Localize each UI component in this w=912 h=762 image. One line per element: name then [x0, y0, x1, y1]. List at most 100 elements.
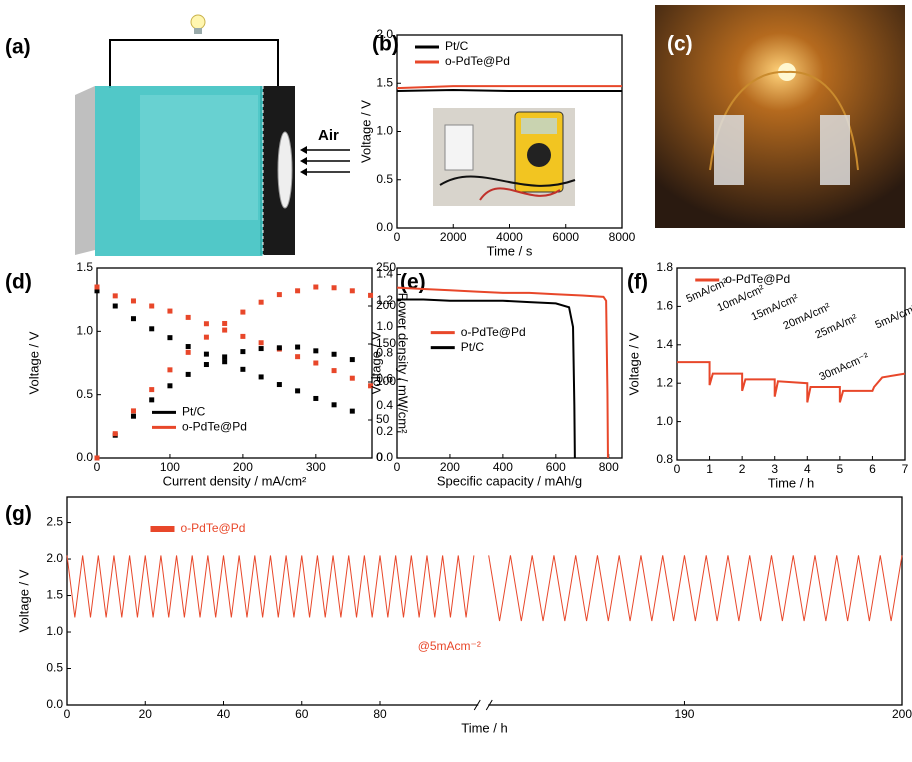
y-tick-label: 1.5 [376, 75, 393, 89]
legend-label: Pt/C [461, 340, 485, 354]
air-label: Air [318, 127, 339, 144]
data-line [397, 288, 608, 458]
x-tick-label: 7 [902, 462, 909, 476]
y-axis-label: Voltage / V [368, 331, 383, 394]
y-tick-label: 1.6 [656, 299, 673, 313]
x-tick-label: 0 [64, 707, 71, 721]
x-tick-label: 5 [837, 462, 844, 476]
legend-label: o-PdTe@Pd [461, 325, 526, 339]
y-axis-label: Voltage / V [16, 569, 31, 632]
y-tick-label: 1.2 [656, 375, 673, 389]
x-axis-label: Current density / mA/cm² [163, 473, 307, 488]
figure: (a) Air (c) (b)020004000600080000.00.51.… [0, 0, 912, 762]
marker [350, 288, 355, 293]
x-tick-label: 300 [306, 460, 326, 474]
y-tick-label: 2.5 [46, 515, 63, 529]
marker [240, 349, 245, 354]
data-line [397, 299, 575, 458]
y-axis-label: Voltage / V [626, 332, 641, 395]
marker [332, 285, 337, 290]
y-tick-label: 0.2 [376, 424, 393, 438]
marker [350, 357, 355, 362]
marker [240, 310, 245, 315]
x-tick-label: 1 [706, 462, 713, 476]
y-tick-label: 0.5 [76, 387, 93, 401]
y-tick-label: 1.2 [376, 293, 393, 307]
marker [113, 293, 118, 298]
marker [368, 293, 373, 298]
y-tick-label: 0.5 [46, 661, 63, 675]
annotation: 5mA/cm² [874, 302, 912, 331]
marker [95, 285, 100, 290]
x-tick-label: 4000 [496, 230, 523, 244]
marker [240, 367, 245, 372]
marker [186, 315, 191, 320]
marker [204, 321, 209, 326]
y-tick-label: 0.0 [76, 450, 93, 464]
marker [259, 374, 264, 379]
marker [131, 316, 136, 321]
y-tick-label: 1.8 [656, 260, 673, 274]
marker [313, 348, 318, 353]
marker [149, 304, 154, 309]
marker [332, 352, 337, 357]
y-tick-label: 0.8 [656, 452, 673, 466]
x-tick-label: 190 [674, 707, 694, 721]
x-tick-label: 6000 [552, 230, 579, 244]
marker [113, 431, 118, 436]
annotation: @5mAcm⁻² [418, 639, 481, 653]
y-tick-label: 0.4 [376, 398, 393, 412]
x-tick-label: 3 [771, 462, 778, 476]
x-axis-label: Time / h [461, 720, 507, 735]
x-tick-label: 2 [739, 462, 746, 476]
marker [259, 346, 264, 351]
legend-label: o-PdTe@Pd [181, 521, 246, 535]
x-tick-label: 80 [373, 707, 387, 721]
marker [313, 285, 318, 290]
y-tick-label: 0.5 [376, 172, 393, 186]
marker [295, 345, 300, 350]
panel-label: (d) [5, 271, 32, 294]
y-tick-label: 1.0 [376, 124, 393, 138]
marker [222, 354, 227, 359]
legend-label: Pt/C [445, 39, 469, 53]
x-tick-label: 0 [394, 460, 401, 474]
data-line [677, 362, 905, 402]
x-tick-label: 6 [869, 462, 876, 476]
marker [204, 362, 209, 367]
y-axis-label: Voltage / V [26, 331, 41, 394]
annotation: 30mAcm⁻² [818, 351, 871, 384]
marker [277, 382, 282, 387]
x-tick-label: 100 [160, 460, 180, 474]
marker [313, 361, 318, 366]
marker [149, 326, 154, 331]
legend-label: o-PdTe@Pd [182, 420, 247, 434]
marker [167, 367, 172, 372]
y-tick-label: 1.0 [76, 324, 93, 338]
y-tick-label: 0.0 [46, 697, 63, 711]
x-tick-label: 200 [233, 460, 253, 474]
y-tick-label: 2.0 [46, 551, 63, 565]
y-tick-label: 1.0 [656, 414, 673, 428]
x-axis-label: Specific capacity / mAh/g [437, 473, 582, 488]
marker [131, 298, 136, 303]
panel-label: (a) [5, 36, 31, 59]
y-tick-label: 1.4 [656, 337, 673, 351]
x-tick-label: 8000 [609, 230, 636, 244]
marker [167, 335, 172, 340]
x-tick-label: 0 [94, 460, 101, 474]
data-line [397, 86, 622, 88]
legend-label: Pt/C [182, 405, 206, 419]
y-tick-label: 0.0 [376, 450, 393, 464]
marker [149, 387, 154, 392]
schematic: (a) Air [5, 15, 350, 256]
marker [131, 414, 136, 419]
marker [167, 309, 172, 314]
y2-axis-label: Power density / mW/cm² [396, 293, 411, 435]
y-tick-label: 2.0 [376, 27, 393, 41]
y-tick-label: 1.5 [76, 260, 93, 274]
marker [204, 352, 209, 357]
x-tick-label: 400 [493, 460, 513, 474]
marker [222, 359, 227, 364]
x-tick-label: 4 [804, 462, 811, 476]
